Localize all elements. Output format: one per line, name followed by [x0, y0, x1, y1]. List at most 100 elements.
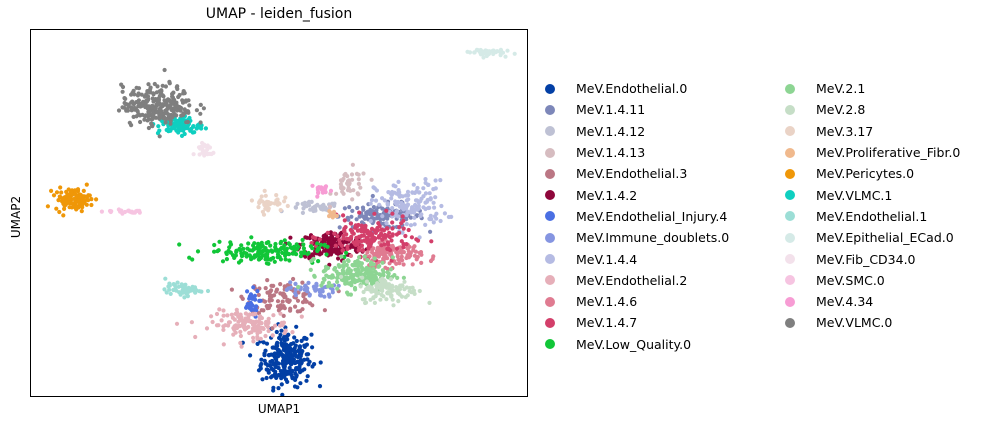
scatter-point: [275, 299, 281, 304]
scatter-point: [412, 291, 417, 296]
scatter-point: [336, 263, 341, 268]
scatter-point: [258, 245, 263, 250]
scatter-point: [280, 250, 285, 255]
scatter-point: [266, 368, 271, 373]
scatter-point: [361, 289, 366, 295]
scatter-point: [339, 243, 345, 248]
scatter-point: [328, 235, 333, 240]
scatter-point: [194, 108, 199, 113]
scatter-point: [384, 297, 389, 302]
scatter-point: [369, 226, 375, 231]
scatter-point: [248, 292, 253, 297]
scatter-point: [282, 243, 287, 248]
scatter-point: [361, 207, 366, 212]
scatter-point: [365, 228, 370, 233]
scatter-point: [262, 253, 267, 258]
scatter-point: [163, 110, 168, 115]
scatter-point: [359, 243, 364, 248]
scatter-point: [295, 246, 300, 251]
scatter-point: [260, 209, 265, 214]
scatter-point: [368, 201, 373, 206]
scatter-point: [293, 205, 298, 210]
scatter-point: [356, 268, 361, 273]
scatter-point: [49, 188, 54, 193]
scatter-point: [144, 92, 149, 97]
scatter-point: [397, 261, 402, 266]
legend-label: MeV.1.4.2: [576, 187, 638, 203]
scatter-point: [318, 242, 324, 247]
scatter-point: [189, 126, 194, 131]
scatter-point: [360, 275, 365, 280]
scatter-point: [297, 347, 302, 352]
scatter-point: [265, 278, 270, 283]
scatter-point: [285, 343, 290, 349]
scatter-point: [202, 153, 207, 158]
scatter-point: [62, 206, 67, 211]
scatter-point: [167, 283, 172, 288]
legend-marker: [545, 83, 555, 94]
scatter-point: [147, 109, 152, 114]
scatter-point: [401, 245, 406, 250]
scatter-point: [310, 303, 315, 308]
legend-marker: [785, 232, 795, 243]
scatter-point: [150, 105, 155, 110]
scatter-point: [302, 204, 307, 209]
scatter-point: [169, 115, 174, 120]
scatter-point: [301, 292, 306, 297]
scatter-point: [377, 264, 382, 269]
cluster-MeV.Fib_CD34.0: [191, 140, 216, 158]
legend-marker: [785, 254, 795, 265]
scatter-point: [288, 280, 293, 285]
scatter-point: [156, 124, 161, 129]
scatter-point: [356, 192, 361, 197]
scatter-point: [402, 287, 407, 292]
scatter-point: [393, 184, 398, 189]
scatter-point: [423, 222, 428, 227]
scatter-point: [245, 289, 250, 294]
cluster-MeV.3.17: [249, 188, 290, 217]
scatter-point: [265, 206, 270, 211]
scatter-point: [123, 102, 128, 107]
scatter-point: [357, 214, 362, 219]
legend-label: MeV.VLMC.1: [816, 187, 893, 203]
scatter-point: [334, 191, 339, 196]
scatter-point: [263, 257, 268, 262]
scatter-point: [373, 230, 378, 235]
legend-label: MeV.1.4.12: [576, 123, 646, 139]
scatter-point: [157, 134, 162, 139]
scatter-point: [357, 255, 362, 260]
scatter-point: [377, 234, 382, 239]
scatter-point: [337, 238, 342, 243]
scatter-point: [221, 313, 226, 318]
scatter-point: [391, 303, 396, 308]
scatter-point: [258, 250, 263, 255]
legend-item: MeV.1.4.4: [545, 248, 729, 269]
scatter-point: [271, 313, 276, 318]
scatter-point: [274, 329, 279, 335]
scatter-point: [389, 285, 394, 290]
scatter-point: [385, 270, 390, 275]
scatter-point: [372, 256, 377, 261]
scatter-point: [304, 342, 309, 347]
scatter-point: [210, 319, 215, 325]
scatter-point: [221, 308, 226, 313]
scatter-point: [346, 217, 351, 222]
scatter-point: [255, 336, 260, 341]
legend-label: MeV.1.4.7: [576, 315, 638, 331]
scatter-point: [322, 243, 327, 248]
scatter-point: [197, 146, 203, 151]
scatter-point: [302, 249, 307, 254]
scatter-point: [328, 230, 333, 235]
legend-marker: [545, 168, 555, 179]
scatter-point: [414, 189, 419, 194]
scatter-point: [274, 289, 279, 294]
scatter-point: [404, 222, 409, 227]
scatter-point: [336, 256, 341, 261]
scatter-point: [300, 210, 305, 215]
scatter-point: [423, 191, 428, 196]
scatter-point: [254, 304, 259, 309]
scatter-point: [267, 201, 272, 206]
scatter-point: [337, 225, 342, 230]
legend-label: MeV.Epithelial_ECad.0: [816, 230, 954, 246]
legend-item: MeV.Endothelial.3: [545, 163, 729, 184]
